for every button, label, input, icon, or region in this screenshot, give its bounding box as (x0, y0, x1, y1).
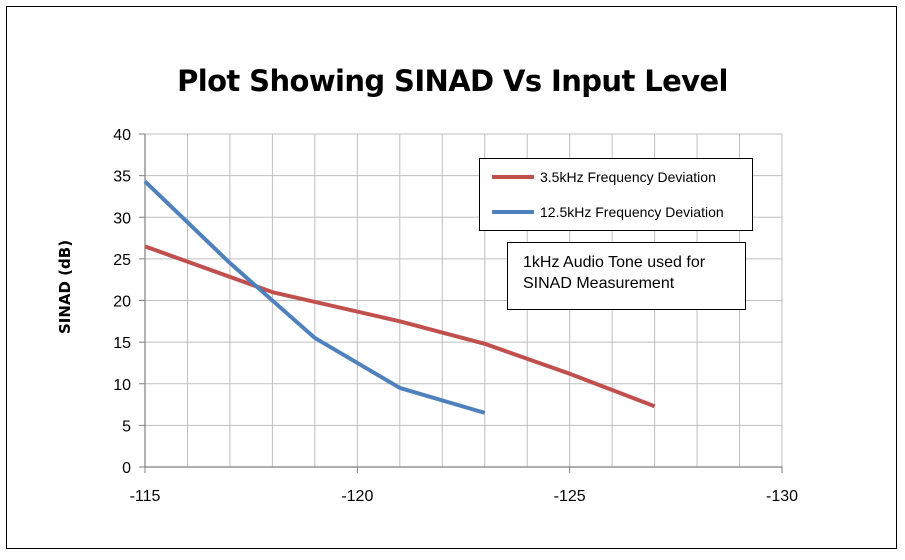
x-tick-label: -130 (766, 488, 798, 505)
series-line-1 (144, 244, 656, 409)
legend: 3.5kHz Frequency Deviation 12.5kHz Frequ… (479, 158, 753, 231)
chart-frame (6, 6, 897, 549)
legend-label-series-2: 12.5kHz Frequency Deviation (540, 204, 724, 220)
y-tick-label: 25 (113, 252, 131, 269)
series-line-2 (143, 180, 486, 415)
y-tick-label: 5 (122, 418, 131, 435)
legend-label-series-1: 3.5kHz Frequency Deviation (540, 169, 716, 185)
annotation-line-2: SINAD Measurement (523, 275, 675, 292)
legend-item-series-2: 12.5kHz Frequency Deviation (492, 204, 724, 220)
y-tick-label: 20 (113, 294, 131, 311)
annotation-line-1: 1kHz Audio Tone used for (523, 254, 706, 271)
chart-title: Plot Showing SINAD Vs Input Level (177, 64, 728, 98)
y-tick-label: 0 (122, 460, 131, 477)
y-tick-label: 30 (113, 210, 131, 227)
y-tick-label: 40 (113, 127, 131, 144)
y-tick-label: 10 (113, 377, 131, 394)
legend-swatch-series-1 (492, 175, 534, 179)
legend-item-series-1: 3.5kHz Frequency Deviation (492, 169, 716, 185)
x-tick-label: -120 (341, 488, 373, 505)
legend-swatch-series-2 (492, 210, 534, 214)
x-tick-label: -125 (554, 488, 586, 505)
x-tick-label: -115 (130, 488, 161, 505)
y-tick-label: 35 (113, 169, 131, 186)
y-tick-label: 15 (113, 335, 131, 352)
annotation-box: 1kHz Audio Tone used for SINAD Measureme… (507, 242, 746, 310)
